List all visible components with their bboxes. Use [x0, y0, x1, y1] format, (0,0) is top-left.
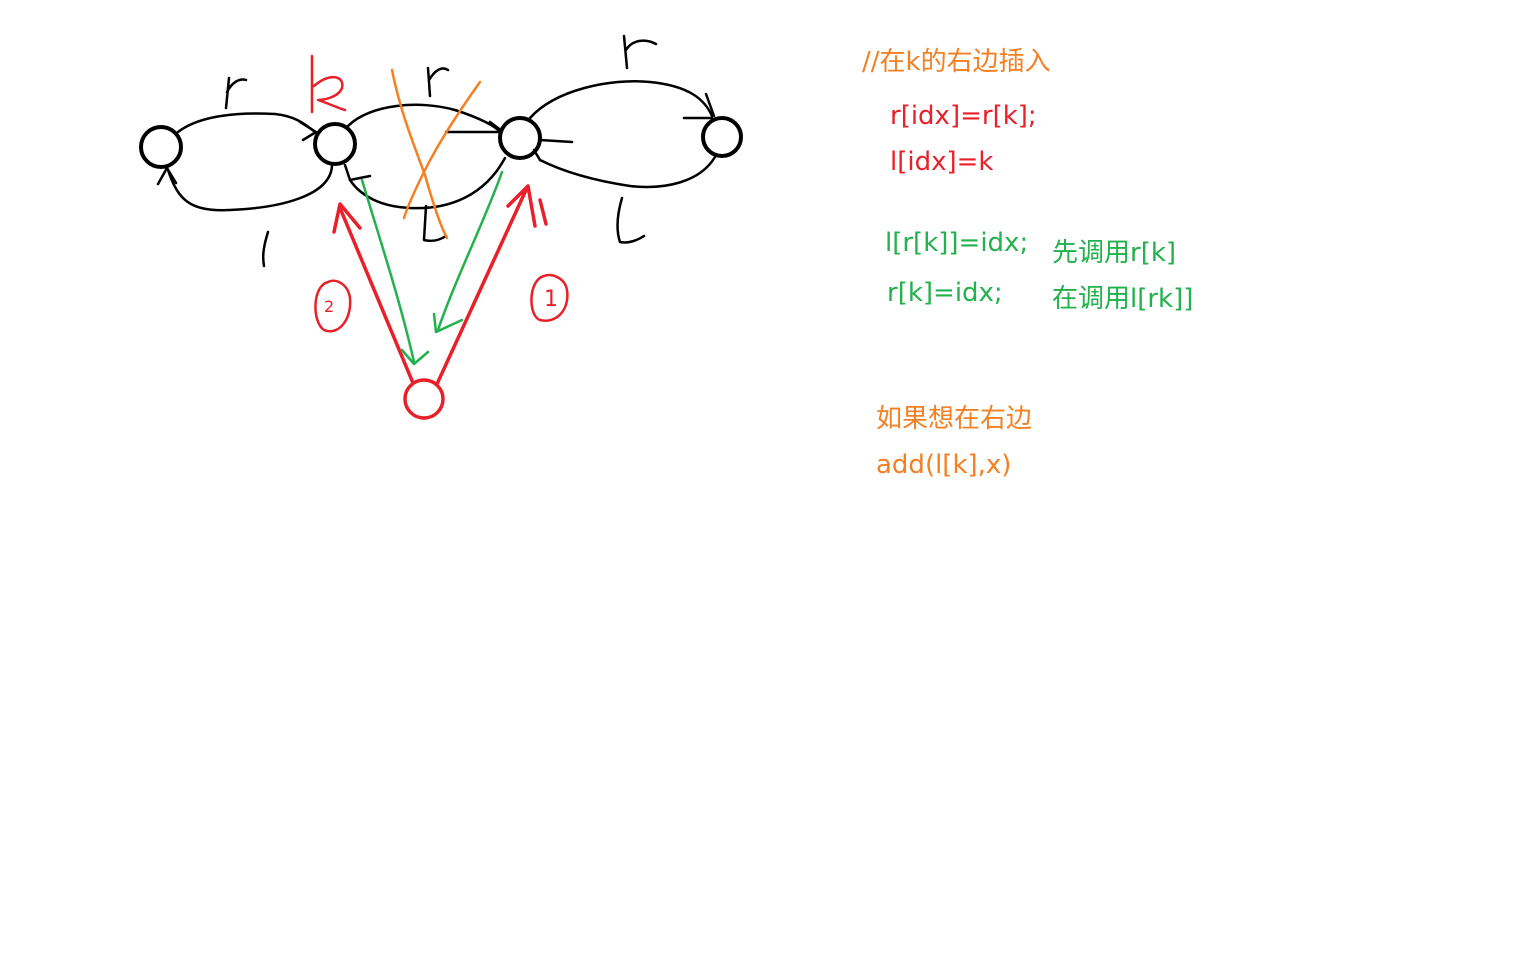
k-label	[310, 54, 347, 114]
circled-number-1-text: 1	[544, 287, 558, 312]
l-label-2	[422, 204, 448, 243]
r-link-k-to-right-tail	[444, 120, 504, 134]
circled-number-2	[314, 279, 352, 333]
green-arrow-k-to-new	[360, 178, 416, 364]
l-link-right-to-k	[348, 156, 507, 210]
l-link-far-to-right-head	[532, 138, 574, 162]
green-arrow-k-to-new-head	[400, 348, 430, 366]
node-left	[139, 125, 183, 169]
red-arrow-to-k	[338, 206, 415, 385]
r-link-right-to-far	[528, 80, 714, 120]
circled-number-2-text: 2	[324, 297, 334, 316]
tip-orange-line-1: 如果想在右边	[876, 404, 1033, 434]
order-green-line-2: 在调用l[rk]]	[1052, 284, 1194, 314]
l-link-k-to-left	[166, 164, 334, 212]
l-link-k-to-left-head	[156, 166, 178, 186]
r-link-right-to-far-head	[682, 92, 716, 120]
r-link-left-to-k-head	[298, 120, 318, 142]
red-arrow-to-right	[435, 188, 528, 386]
node-k	[313, 122, 357, 166]
r-label-2	[426, 66, 450, 98]
red-arrow-to-k-head	[332, 202, 362, 234]
l-link-far-to-right	[538, 155, 717, 189]
cross-line-2	[402, 80, 482, 220]
code-red-line-1: r[idx]=r[k];	[890, 101, 1037, 131]
node-far-right	[701, 116, 743, 158]
r-link-left-to-k	[176, 112, 317, 134]
green-arrow-right-to-new	[436, 170, 504, 332]
code-green-line-1: l[r[k]]=idx;	[885, 228, 1029, 258]
code-red-line-2: l[idx]=k	[890, 147, 994, 177]
green-arrow-right-to-new-head	[432, 312, 464, 334]
l-label-3	[616, 196, 646, 244]
new-node	[403, 378, 445, 420]
node-right-of-k	[498, 116, 542, 160]
code-green-line-2: r[k]=idx;	[887, 278, 1003, 308]
l-link-right-to-k-head	[343, 163, 372, 182]
comment-insert-right-of-k: //在k的右边插入	[862, 47, 1051, 77]
l-label-1	[261, 230, 270, 268]
cross-line-1	[390, 68, 449, 240]
r-label-3	[622, 34, 658, 70]
r-link-k-to-right	[346, 103, 502, 134]
r-label-1	[224, 76, 248, 110]
circled-number-1	[530, 273, 569, 322]
order-green-line-1: 先调用r[k]	[1052, 238, 1177, 268]
tip-orange-line-2: add(l[k],x)	[876, 450, 1012, 480]
red-arrow-to-right-head	[506, 184, 548, 228]
